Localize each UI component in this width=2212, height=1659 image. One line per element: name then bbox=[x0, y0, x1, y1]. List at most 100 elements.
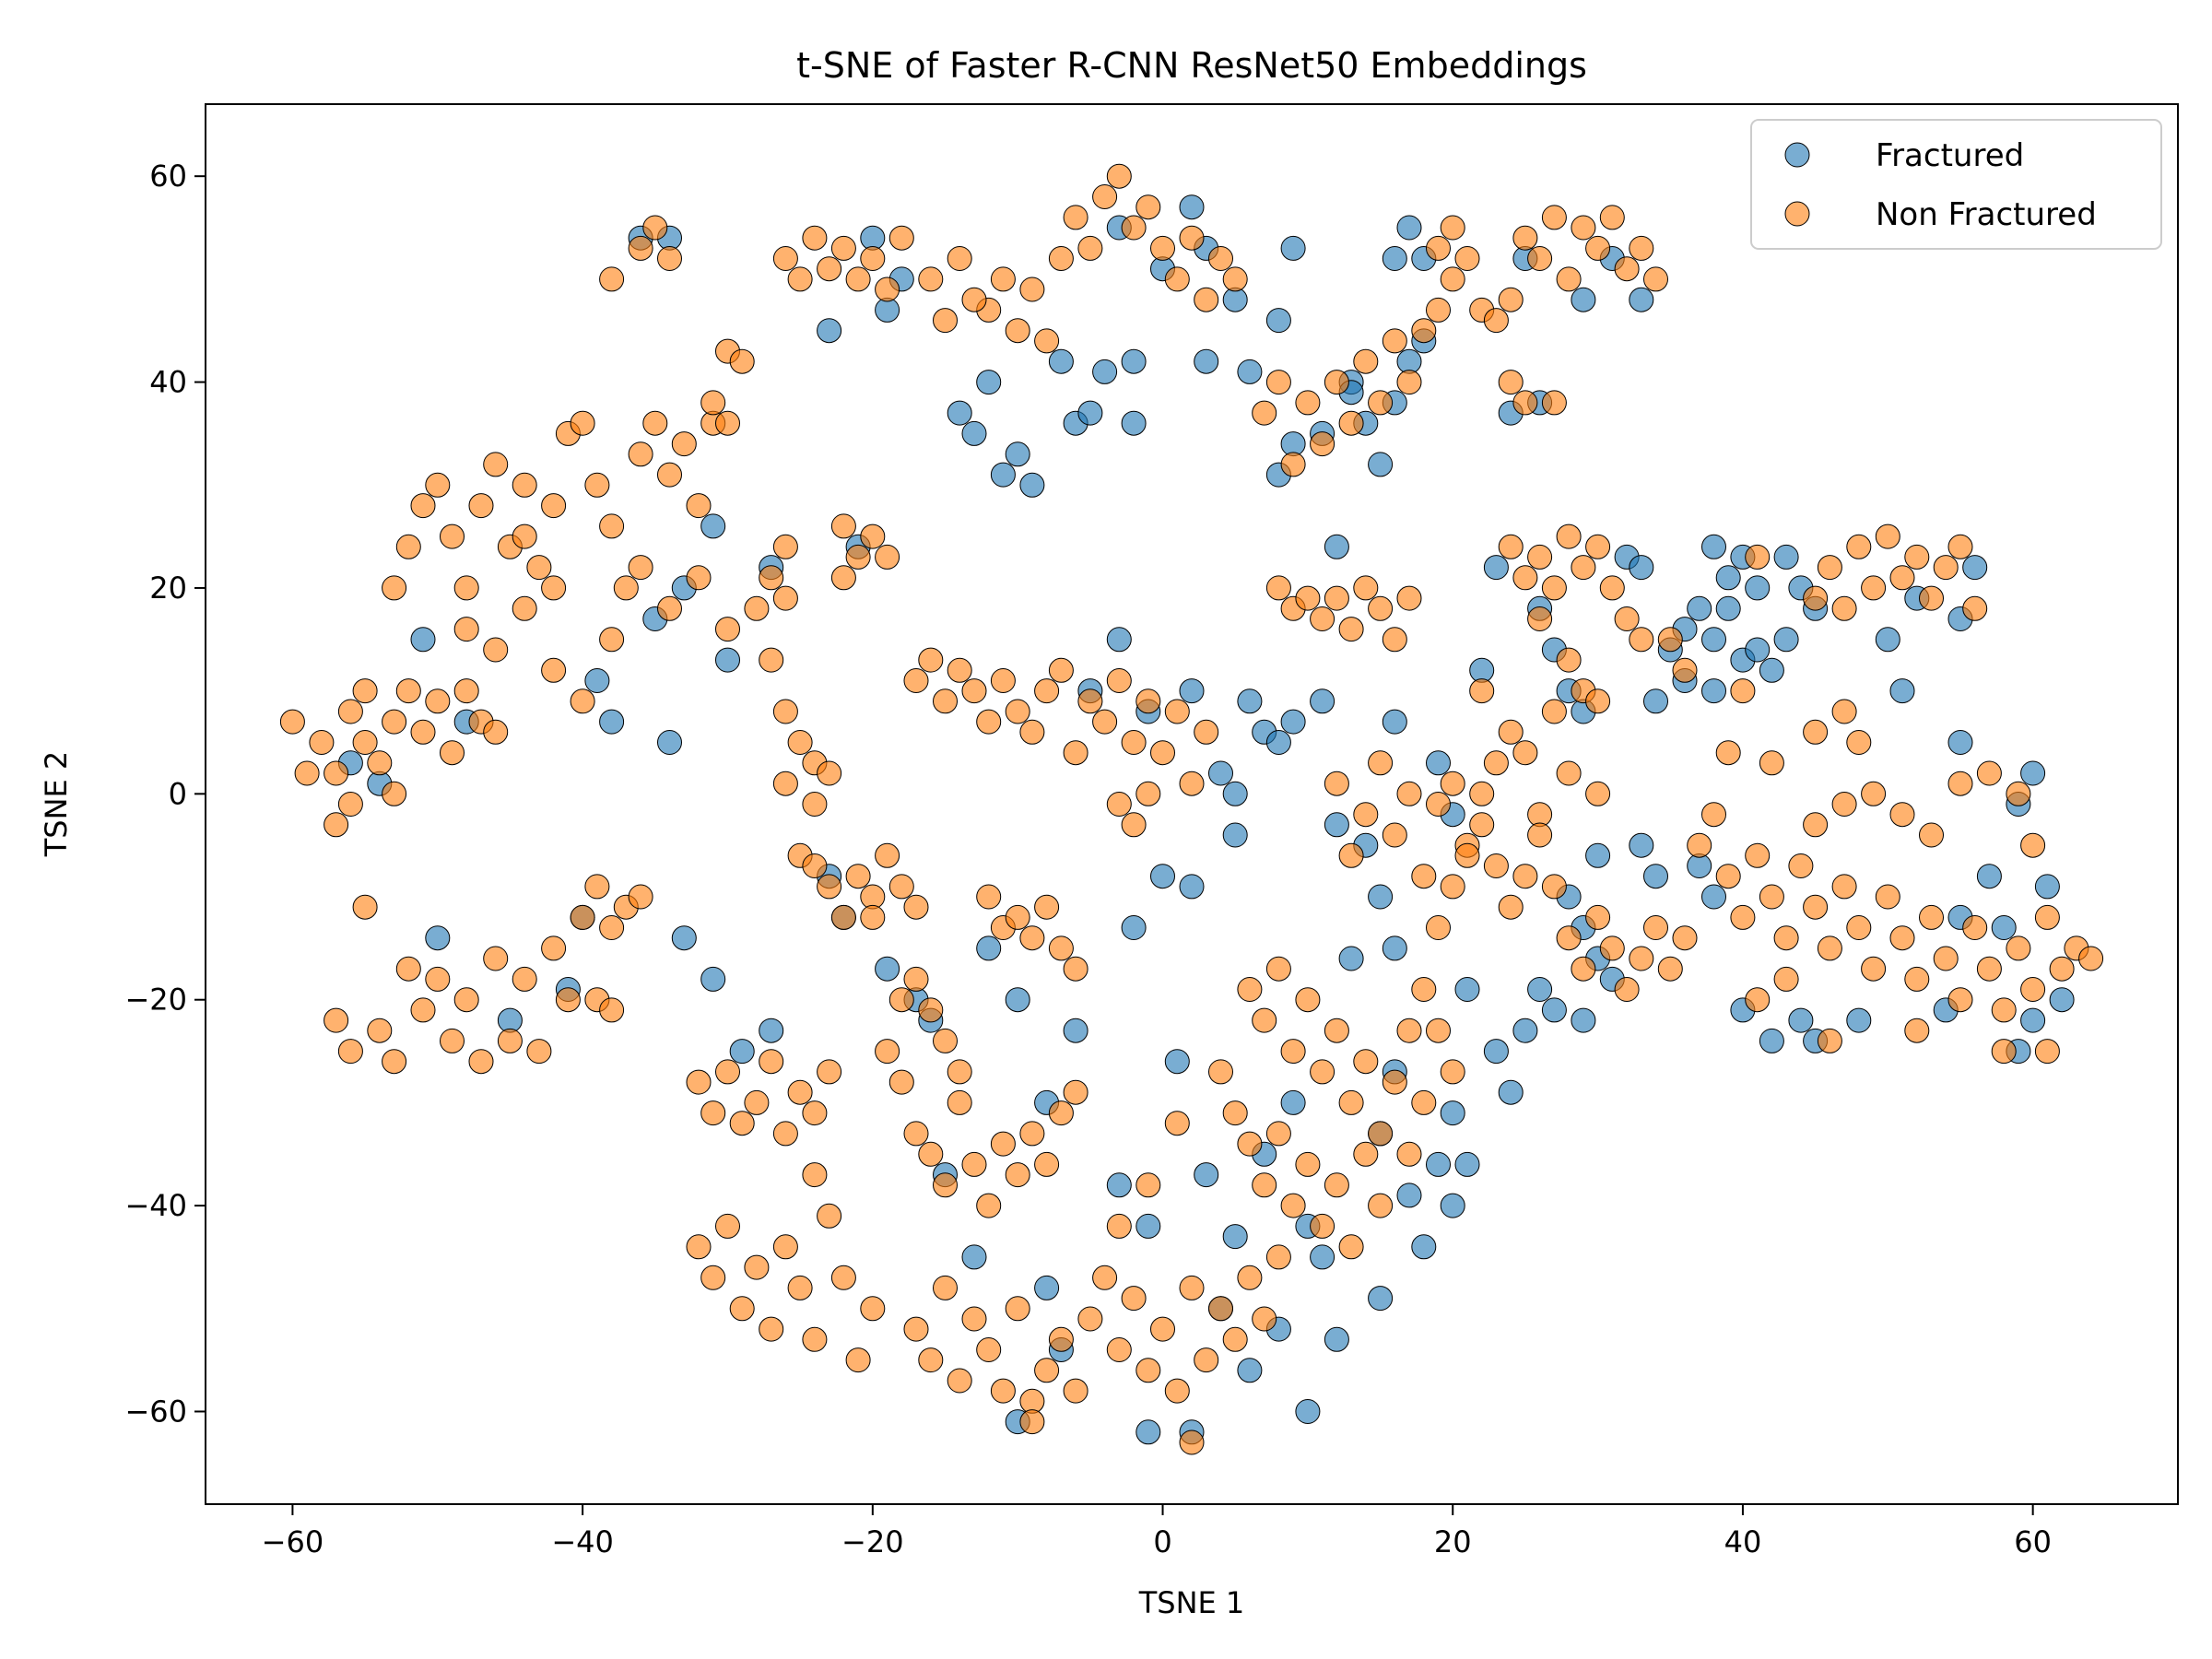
data-point bbox=[976, 935, 1002, 961]
data-point bbox=[802, 853, 828, 878]
data-point bbox=[686, 493, 712, 519]
data-point bbox=[1252, 1172, 1277, 1198]
data-point bbox=[1092, 709, 1118, 735]
data-point bbox=[512, 595, 537, 621]
data-point bbox=[845, 1347, 871, 1373]
data-point bbox=[1512, 740, 1538, 766]
data-point bbox=[1803, 719, 1829, 745]
data-point bbox=[787, 1275, 813, 1300]
data-point bbox=[1252, 1007, 1277, 1033]
data-point bbox=[830, 513, 856, 539]
data-point bbox=[1135, 1358, 1161, 1383]
data-point bbox=[382, 1049, 407, 1075]
data-point bbox=[903, 966, 929, 992]
data-point bbox=[1194, 1162, 1219, 1188]
data-point bbox=[440, 740, 465, 766]
data-point bbox=[1121, 410, 1147, 436]
data-point bbox=[1121, 215, 1147, 241]
data-point bbox=[1252, 1306, 1277, 1332]
legend-box bbox=[1750, 119, 2162, 250]
data-point bbox=[947, 1089, 972, 1115]
y-tick-label: 0 bbox=[169, 776, 187, 811]
data-point bbox=[1817, 1028, 1842, 1053]
data-point bbox=[1265, 1244, 1291, 1270]
data-point bbox=[1237, 359, 1263, 384]
data-point bbox=[1019, 719, 1045, 745]
data-point bbox=[584, 668, 610, 693]
data-point bbox=[787, 1079, 813, 1105]
data-point bbox=[425, 688, 451, 714]
data-point bbox=[367, 1018, 393, 1043]
data-point bbox=[729, 1296, 755, 1322]
data-point bbox=[1121, 915, 1147, 940]
data-point bbox=[642, 215, 668, 241]
data-point bbox=[1715, 864, 1741, 889]
data-point bbox=[817, 760, 842, 786]
data-point bbox=[410, 719, 436, 745]
y-tick-label: 20 bbox=[149, 571, 187, 606]
data-point bbox=[1034, 1358, 1060, 1383]
data-point bbox=[1426, 1018, 1451, 1043]
data-point bbox=[1730, 904, 1756, 930]
data-point bbox=[1976, 864, 2002, 889]
data-point bbox=[860, 1296, 886, 1322]
data-point bbox=[1875, 884, 1900, 910]
data-point bbox=[817, 318, 842, 344]
data-point bbox=[2006, 781, 2031, 806]
data-point bbox=[1338, 410, 1364, 436]
data-point bbox=[802, 1100, 828, 1126]
data-point bbox=[1382, 328, 1407, 354]
data-point bbox=[1846, 730, 1872, 755]
data-point bbox=[715, 647, 740, 673]
data-point bbox=[628, 441, 653, 467]
data-point bbox=[1759, 1028, 1784, 1053]
data-point bbox=[888, 225, 914, 251]
data-point bbox=[1222, 1326, 1248, 1352]
data-point bbox=[1759, 657, 1784, 683]
data-point bbox=[1208, 1296, 1233, 1322]
data-point bbox=[772, 246, 798, 271]
data-point bbox=[2034, 1039, 2060, 1065]
data-point bbox=[570, 410, 595, 436]
data-point bbox=[1440, 266, 1465, 292]
data-point bbox=[1426, 792, 1451, 817]
data-point bbox=[772, 771, 798, 796]
data-point bbox=[1194, 1347, 1219, 1373]
data-point bbox=[628, 555, 653, 581]
data-point bbox=[1063, 1378, 1088, 1404]
data-point bbox=[1135, 1419, 1161, 1445]
data-point bbox=[1063, 956, 1088, 982]
data-point bbox=[1005, 318, 1030, 344]
data-point bbox=[1265, 308, 1291, 334]
data-point bbox=[628, 884, 653, 910]
data-point bbox=[1396, 1182, 1422, 1208]
data-point bbox=[700, 1265, 726, 1290]
data-point bbox=[2034, 874, 2060, 900]
data-point bbox=[1599, 205, 1625, 230]
data-point bbox=[1237, 1131, 1263, 1157]
data-point bbox=[453, 987, 479, 1013]
data-point bbox=[1454, 842, 1480, 868]
data-point bbox=[729, 1111, 755, 1136]
data-point bbox=[1904, 1018, 1930, 1043]
data-point bbox=[1077, 400, 1103, 426]
data-point bbox=[1034, 1151, 1060, 1177]
data-point bbox=[1498, 1079, 1524, 1105]
series-fractured bbox=[337, 194, 2075, 1445]
data-point bbox=[1019, 472, 1045, 498]
data-point bbox=[830, 1265, 856, 1290]
data-point bbox=[1773, 966, 1799, 992]
data-point bbox=[671, 925, 697, 951]
data-point bbox=[1498, 719, 1524, 745]
data-point bbox=[1411, 318, 1437, 344]
data-point bbox=[367, 750, 393, 776]
data-point bbox=[1469, 678, 1495, 704]
data-point bbox=[1310, 688, 1335, 714]
legend-swatch-fractured bbox=[1784, 142, 1810, 168]
data-point bbox=[700, 390, 726, 416]
data-point bbox=[1164, 266, 1190, 292]
y-tick-label: −60 bbox=[124, 1394, 187, 1429]
data-point bbox=[990, 668, 1016, 693]
data-point bbox=[860, 246, 886, 271]
